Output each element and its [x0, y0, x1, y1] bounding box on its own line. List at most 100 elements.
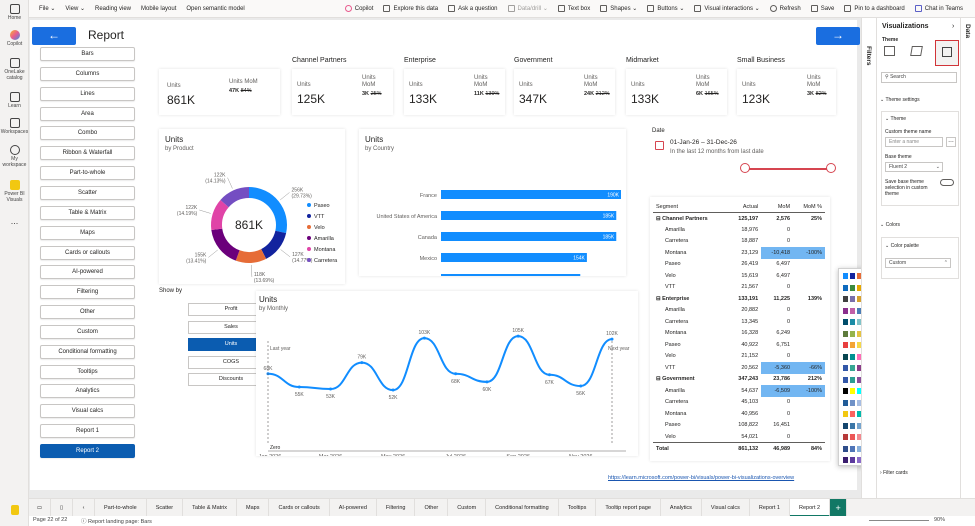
tab-analytics[interactable]: Analytics: [661, 498, 702, 517]
kpi-card-channel-partners[interactable]: Units 125K Units MoM 3K 25%: [292, 69, 393, 115]
nav-button-cards-or-callouts[interactable]: Cards or callouts: [40, 245, 135, 260]
theme-section[interactable]: ⌄ Theme: [885, 116, 907, 122]
back-arrow-button[interactable]: ←: [32, 27, 76, 45]
rail-my-workspace[interactable]: My workspace: [0, 145, 29, 168]
legend-item-carretera[interactable]: Carretera: [314, 258, 338, 264]
copilot-button[interactable]: Copilot: [340, 5, 379, 12]
line-point[interactable]: [485, 380, 489, 384]
table-row[interactable]: ⊟ Channel Partners 125,197 2,576 25%: [653, 213, 825, 225]
filters-pane[interactable]: Filters: [861, 18, 876, 498]
rail-powerbi-logo[interactable]: [0, 505, 29, 516]
table-row[interactable]: Paseo 26,419 6,497: [653, 259, 825, 271]
file-menu[interactable]: File ⌄: [39, 5, 56, 13]
colors-section[interactable]: ⌄ Colors: [880, 222, 901, 228]
chat-teams-button[interactable]: Chat in Teams: [910, 5, 968, 12]
base-theme-select[interactable]: Fluent 2 ⌄: [885, 162, 943, 172]
tab-part-to-whole[interactable]: Part-to-whole: [95, 498, 147, 517]
line-point[interactable]: [360, 361, 364, 365]
tab-other[interactable]: Other: [415, 498, 449, 517]
mobile-layout-button[interactable]: Mobile layout: [141, 5, 177, 12]
nav-button-conditional-formatting[interactable]: Conditional formatting: [40, 344, 135, 359]
table-row[interactable]: Carretera 13,345 0: [653, 316, 825, 328]
table-row[interactable]: Carretera 18,887 0: [653, 236, 825, 248]
pin-dashboard-button[interactable]: Pin to a dashboard: [839, 5, 909, 12]
shapes-menu[interactable]: Shapes ⌄: [595, 5, 642, 12]
table-row[interactable]: Paseo 40,922 6,751: [653, 339, 825, 351]
theme-name-input[interactable]: Enter a name: [885, 137, 943, 147]
bar-mexico[interactable]: [441, 253, 587, 262]
legend-item-velo[interactable]: Velo: [314, 225, 325, 231]
color-palette-select[interactable]: Custom ⌃: [885, 258, 951, 268]
legend-item-paseo[interactable]: Paseo: [314, 203, 330, 209]
forward-arrow-button[interactable]: →: [816, 27, 860, 45]
format-visual-icon[interactable]: [910, 46, 923, 56]
table-row[interactable]: Amarilla 54,637 -6,509 -100%: [653, 385, 825, 397]
tab-tooltips[interactable]: Tooltips: [559, 498, 597, 517]
nav-button-table-matrix[interactable]: Table & Matrix: [40, 205, 135, 220]
tab-maps[interactable]: Maps: [237, 498, 270, 517]
bar-germany[interactable]: [441, 274, 581, 276]
mobile-view-icon[interactable]: ▯: [51, 498, 73, 517]
theme-settings-section[interactable]: ⌄ Theme settings: [880, 97, 920, 103]
tab-conditional-formatting[interactable]: Conditional formatting: [486, 498, 559, 517]
nav-button-visual-calcs[interactable]: Visual calcs: [40, 404, 135, 419]
buttons-menu[interactable]: Buttons ⌄: [642, 5, 689, 12]
explore-button[interactable]: Explore this data: [378, 5, 443, 12]
table-row[interactable]: Carretera 45,103 0: [653, 397, 825, 409]
viz-search-input[interactable]: ⚲ Search: [881, 72, 957, 83]
table-row[interactable]: Montana 23,129 -10,418 -100%: [653, 247, 825, 259]
donut-slice-vtt[interactable]: [261, 230, 287, 259]
nav-button-custom[interactable]: Custom: [40, 324, 135, 339]
show-by-cogs[interactable]: COGS: [188, 355, 274, 369]
table-row[interactable]: Velo 54,021 0: [653, 431, 825, 443]
table-row[interactable]: Amarilla 18,976 0: [653, 224, 825, 236]
matrix-col-header[interactable]: MoM: [761, 201, 794, 213]
bar-canada[interactable]: [441, 232, 617, 241]
rail-onelake[interactable]: OneLake catalog: [0, 58, 29, 81]
visual-interactions-menu[interactable]: Visual interactions ⌄: [689, 5, 764, 12]
rail-copilot[interactable]: Copilot: [0, 30, 29, 47]
show-by-profit[interactable]: Profit: [188, 303, 274, 316]
donut-slice-amarilla[interactable]: [211, 228, 240, 261]
nav-button-columns[interactable]: Columns: [40, 66, 135, 81]
country-bar-card[interactable]: Units by Country France 190K United States…: [359, 129, 626, 276]
kpi-card-total[interactable]: Units 861K Units MoM 47K 84%: [159, 69, 280, 115]
docs-link[interactable]: https://learn.microsoft.com/power-bi/vis…: [608, 475, 795, 481]
line-series[interactable]: [267, 335, 613, 392]
date-end-handle[interactable]: [826, 163, 836, 173]
nav-button-part-to-whole[interactable]: Part-to-whole: [40, 166, 135, 181]
refresh-button[interactable]: Refresh: [765, 5, 806, 12]
save-button[interactable]: Save: [806, 5, 840, 12]
rail-powerbi-visuals[interactable]: Power BI Visuals: [0, 180, 29, 203]
legend-item-amarilla[interactable]: Amarilla: [314, 236, 335, 242]
reading-view-button[interactable]: Reading view: [94, 5, 132, 12]
tab-filtering[interactable]: Filtering: [377, 498, 416, 517]
line-point[interactable]: [454, 372, 458, 376]
line-point[interactable]: [579, 384, 583, 388]
ask-question-button[interactable]: Ask a question: [443, 5, 502, 12]
kpi-card-midmarket[interactable]: Units 133K Units MoM 6K 165%: [626, 69, 727, 115]
table-row[interactable]: Montana 40,956 0: [653, 408, 825, 420]
line-point[interactable]: [391, 388, 395, 392]
rail-learn[interactable]: Learn: [0, 92, 29, 109]
zoom-slider[interactable]: [869, 520, 929, 521]
line-point[interactable]: [610, 337, 614, 341]
table-row[interactable]: ⊟ Enterprise 133,191 11,225 139%: [653, 293, 825, 305]
tab-report-2[interactable]: Report 2: [789, 498, 831, 517]
matrix-col-header[interactable]: MoM %: [793, 201, 825, 213]
bar-united-states-of-america[interactable]: [441, 211, 617, 220]
more-icon[interactable]: ...: [10, 216, 19, 226]
line-point[interactable]: [422, 336, 426, 340]
legend-item-vtt[interactable]: VTT: [314, 214, 325, 220]
table-row[interactable]: VTT 21,567 0: [653, 282, 825, 294]
nav-button-analytics[interactable]: Analytics: [40, 384, 135, 399]
tab-tooltip-report-page[interactable]: Tooltip report page: [596, 498, 661, 517]
kpi-card-government[interactable]: Units 347K Units MoM 24K 212%: [514, 69, 615, 115]
nav-button-bars[interactable]: Bars: [40, 47, 135, 61]
nav-button-other[interactable]: Other: [40, 305, 135, 320]
data-label[interactable]: Data: [964, 24, 971, 39]
tab-report-1[interactable]: Report 1: [750, 498, 790, 517]
nav-button-combo[interactable]: Combo: [40, 126, 135, 141]
data-pane[interactable]: Data: [960, 18, 975, 498]
line-point[interactable]: [547, 373, 551, 377]
